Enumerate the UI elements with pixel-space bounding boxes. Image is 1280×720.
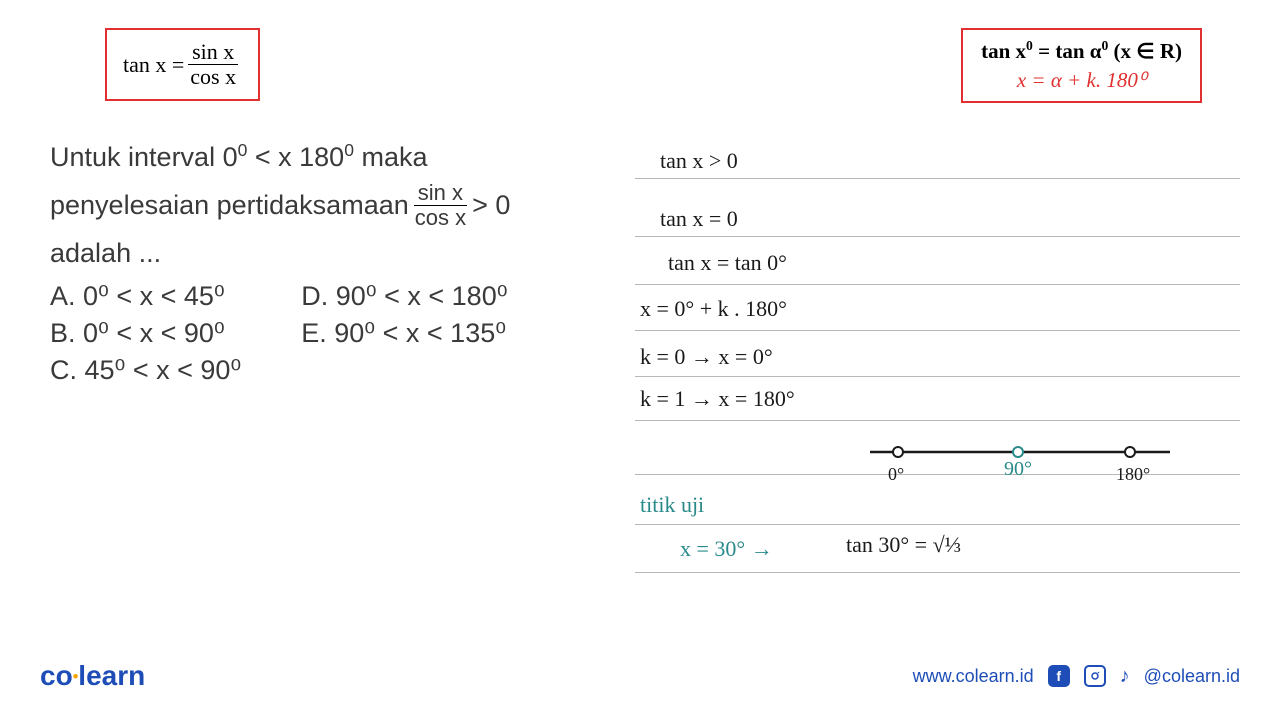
hw-line7b: tan 30° = √⅓ (846, 532, 961, 558)
option-b: B. 0⁰ < x < 90⁰ (50, 318, 241, 349)
hw-line7a: x = 30° → (680, 536, 773, 562)
hw-line6: k = 1 → x = 180° (640, 386, 795, 412)
formula-box-left: tan x = sin x cos x (105, 28, 260, 101)
ql2a: penyelesaian pertidaksamaan (50, 190, 409, 221)
rule (635, 330, 1240, 331)
rule (635, 284, 1240, 285)
tiktok-icon: ♪ (1120, 665, 1130, 688)
question-line1: Untuk interval 00 < x 1800 maka (50, 140, 620, 173)
logo-learn: learn (78, 660, 145, 691)
rule (635, 178, 1240, 179)
question-fraction: sin x cos x (411, 181, 470, 230)
hw-titik: titik uji (640, 492, 704, 518)
rule (635, 572, 1240, 573)
question-line3: adalah ... (50, 238, 620, 269)
option-a: A. 0⁰ < x < 45⁰ (50, 281, 241, 312)
rule (635, 524, 1240, 525)
footer-url: www.colearn.id (913, 666, 1034, 687)
rule (635, 376, 1240, 377)
footer-right: www.colearn.id f ♪ @colearn.id (913, 665, 1240, 688)
option-e: E. 90⁰ < x < 135⁰ (301, 318, 507, 349)
rule (635, 420, 1240, 421)
ql1a: Untuk interval 0 (50, 142, 238, 172)
formula-right-line2: x = α + k. 180⁰ (981, 68, 1182, 93)
instagram-icon (1084, 665, 1106, 687)
ql1-sup0b: 0 (344, 140, 354, 160)
formula-fraction: sin x cos x (186, 40, 240, 89)
qfd: cos x (411, 206, 470, 230)
fr-sup0: 0 (1026, 38, 1033, 53)
ql1b: < x 180 (247, 142, 344, 172)
logo: co•learn (40, 660, 145, 692)
hw-line1: tan x > 0 (660, 148, 738, 174)
formula-lhs: tan x = (123, 52, 184, 78)
footer-handle: @colearn.id (1144, 666, 1240, 687)
option-c: C. 45⁰ < x < 90⁰ (50, 355, 241, 386)
options: A. 0⁰ < x < 45⁰ B. 0⁰ < x < 90⁰ C. 45⁰ <… (50, 281, 620, 392)
options-col1: A. 0⁰ < x < 45⁰ B. 0⁰ < x < 90⁰ C. 45⁰ <… (50, 281, 241, 392)
ql1c: maka (354, 142, 428, 172)
formula-box-right: tan x0 = tan α0 (x ∈ R) x = α + k. 180⁰ (961, 28, 1202, 103)
footer: co•learn www.colearn.id f ♪ @colearn.id (0, 656, 1280, 696)
question-line2: penyelesaian pertidaksamaan sin x cos x … (50, 181, 620, 230)
nl-label-90: 90° (1004, 458, 1032, 481)
ql1-sup0: 0 (238, 140, 248, 160)
formula-right-line1: tan x0 = tan α0 (x ∈ R) (981, 38, 1182, 64)
ql2b: > 0 (472, 190, 510, 221)
rule (635, 236, 1240, 237)
option-d: D. 90⁰ < x < 180⁰ (301, 281, 507, 312)
question-block: Untuk interval 00 < x 1800 maka penyeles… (50, 140, 620, 392)
fr-l1a: tan x (981, 39, 1026, 63)
qfn: sin x (414, 181, 467, 206)
options-col2: D. 90⁰ < x < 180⁰ E. 90⁰ < x < 135⁰ (301, 281, 507, 392)
hw-line2: tan x = 0 (660, 206, 738, 232)
logo-co: co (40, 660, 73, 691)
nl-label-0: 0° (888, 464, 904, 485)
facebook-icon: f (1048, 665, 1070, 687)
frac-num: sin x (188, 40, 238, 65)
hw-line5: k = 0 → x = 0° (640, 344, 773, 370)
fr-l1c: (x ∈ R) (1108, 39, 1182, 63)
nl-label-180: 180° (1116, 464, 1150, 485)
hw-line4: x = 0° + k . 180° (640, 296, 787, 322)
hw-line3: tan x = tan 0° (668, 250, 787, 276)
frac-den: cos x (186, 65, 240, 89)
fr-l1b: = tan α (1033, 39, 1102, 63)
